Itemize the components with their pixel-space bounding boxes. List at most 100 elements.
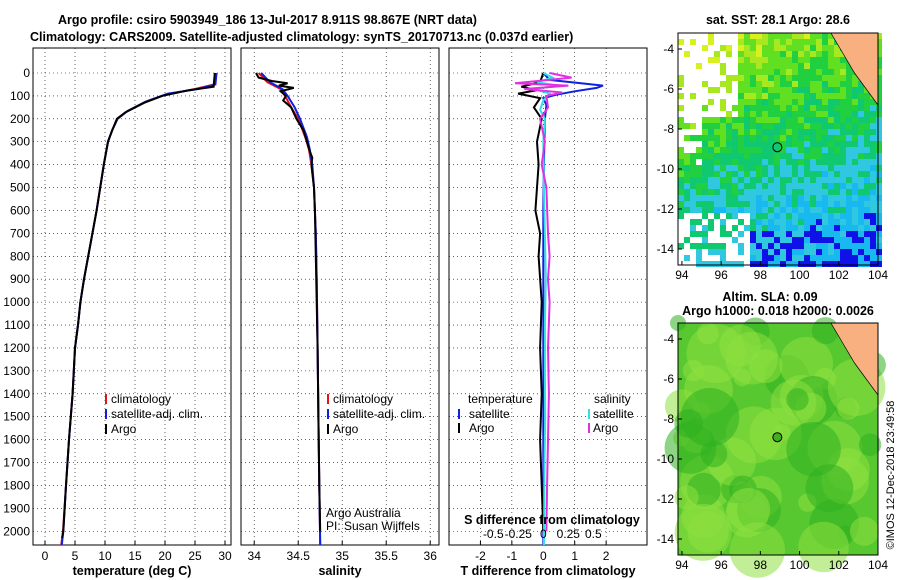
sst-cell <box>828 111 834 117</box>
sst-cell <box>768 189 774 195</box>
x-tick-label: 94 <box>675 268 689 282</box>
figure-title-line2: Climatology: CARS2009. Satellite-adjuste… <box>30 30 573 44</box>
sst-cell <box>720 165 726 171</box>
sst-cell <box>822 141 828 147</box>
sst-cell <box>786 243 792 249</box>
sst-cell <box>702 153 708 159</box>
sst-cell <box>750 63 756 69</box>
sst-cell <box>798 255 804 261</box>
sst-cell <box>810 207 816 213</box>
sst-cell <box>834 171 840 177</box>
sst-cell <box>720 171 726 177</box>
sst-cell <box>684 189 690 195</box>
sst-cell <box>678 207 684 213</box>
sst-cell <box>750 45 756 51</box>
sst-cell <box>684 135 690 141</box>
sst-cell <box>780 123 786 129</box>
sst-cell <box>786 87 792 93</box>
sst-cell <box>708 135 714 141</box>
sst-cell <box>792 147 798 153</box>
sst-cell <box>756 255 762 261</box>
sst-cell <box>744 99 750 105</box>
sst-cell <box>690 183 696 189</box>
y-tick-label: 200 <box>10 112 30 126</box>
sst-cell <box>810 63 816 69</box>
sst-cell <box>714 57 720 63</box>
sst-cell <box>792 249 798 255</box>
sst-cell <box>840 219 846 225</box>
sst-cell <box>846 231 852 237</box>
sst-cell <box>750 243 756 249</box>
sst-cell <box>684 123 690 129</box>
sst-cell <box>780 69 786 75</box>
sst-cell <box>798 153 804 159</box>
sst-cell <box>702 165 708 171</box>
sst-cell <box>846 255 852 261</box>
sst-cell <box>786 57 792 63</box>
sst-cell <box>870 105 876 111</box>
sst-cell <box>768 135 774 141</box>
x-tick-label: 2 <box>603 549 610 563</box>
sst-cell <box>792 63 798 69</box>
sst-cell <box>720 207 726 213</box>
sst-cell <box>822 123 828 129</box>
sst-cell <box>822 243 828 249</box>
sst-cell <box>732 159 738 165</box>
sst-cell <box>738 63 744 69</box>
sst-cell <box>750 117 756 123</box>
series-line-climatology <box>257 72 322 546</box>
sst-cell <box>684 165 690 171</box>
sst-cell <box>792 207 798 213</box>
x-tick-label: 5 <box>72 549 79 563</box>
sst-cell <box>828 255 834 261</box>
sst-cell <box>864 219 870 225</box>
sst-cell <box>696 207 702 213</box>
sst-cell <box>864 177 870 183</box>
sst-cell <box>756 153 762 159</box>
sst-cell <box>840 69 846 75</box>
sst-cell <box>858 219 864 225</box>
sst-cell <box>840 87 846 93</box>
sst-cell <box>762 45 768 51</box>
sla-blob <box>786 388 809 411</box>
sst-cell <box>792 45 798 51</box>
sst-cell <box>702 105 708 111</box>
sst-cell <box>762 207 768 213</box>
sst-cell <box>858 81 864 87</box>
y-tick-label: -8 <box>663 412 674 426</box>
sst-cell <box>810 213 816 219</box>
sst-cell <box>846 243 852 249</box>
sst-cell <box>732 183 738 189</box>
sst-cell <box>678 75 684 81</box>
sst-cell <box>744 57 750 63</box>
sst-cell <box>876 63 882 69</box>
sst-cell <box>822 183 828 189</box>
sla-blob <box>786 421 841 477</box>
sst-cell <box>810 117 816 123</box>
y-tick-label: 0 <box>23 66 30 80</box>
sst-cell <box>720 141 726 147</box>
sst-cell <box>828 135 834 141</box>
sst-cell <box>768 75 774 81</box>
sst-cell <box>858 189 864 195</box>
series-line-argo <box>61 72 216 539</box>
sst-cell <box>810 99 816 105</box>
sst-cell <box>702 123 708 129</box>
sst-cell <box>744 141 750 147</box>
sst-cell <box>816 69 822 75</box>
sst-cell <box>702 261 708 267</box>
sst-cell <box>870 129 876 135</box>
sst-cell <box>702 201 708 207</box>
sst-cell <box>726 189 732 195</box>
sst-cell <box>726 51 732 57</box>
sst-cell <box>810 147 816 153</box>
sst-cell <box>852 189 858 195</box>
sst-cell <box>846 225 852 231</box>
sst-cell <box>804 153 810 159</box>
sst-cell <box>714 195 720 201</box>
sst-cell <box>774 243 780 249</box>
sst-cell <box>756 93 762 99</box>
sst-cell <box>762 213 768 219</box>
sst-cell <box>840 213 846 219</box>
